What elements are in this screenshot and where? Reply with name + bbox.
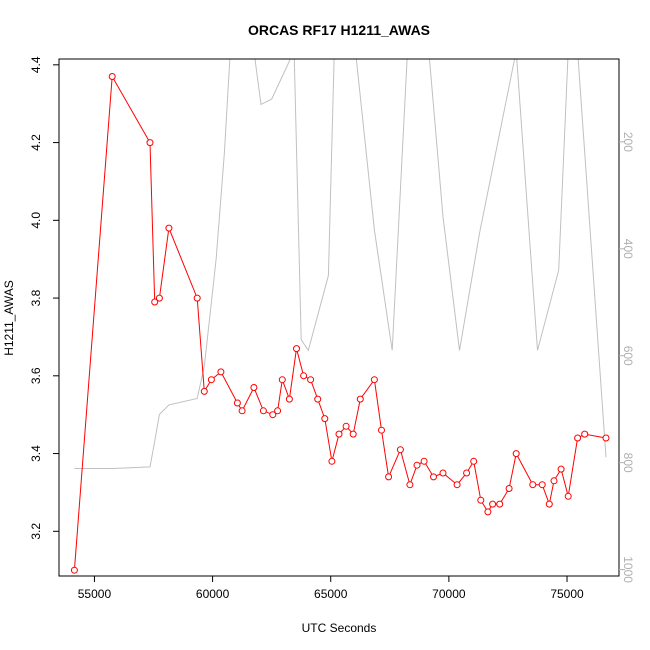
data-point xyxy=(259,407,267,415)
data-point xyxy=(512,450,520,458)
data-point xyxy=(470,457,478,465)
data-point xyxy=(155,294,163,302)
data-point xyxy=(328,457,336,465)
data-point xyxy=(217,368,225,376)
data-point xyxy=(238,407,246,415)
data-point xyxy=(250,384,258,391)
x-tick-label: 55000 xyxy=(78,587,112,601)
data-point xyxy=(505,485,513,492)
data-point xyxy=(233,399,241,407)
data-point xyxy=(349,430,357,438)
chart-title: ORCAS RF17 H1211_AWAS xyxy=(248,22,430,38)
x-axis: 55000 60000 65000 70000 75000 xyxy=(78,576,584,601)
data-point xyxy=(335,430,343,438)
data-point xyxy=(477,496,485,504)
data-point xyxy=(557,465,565,473)
data-point xyxy=(545,500,553,508)
y-tick-label: 4.2 xyxy=(29,134,43,151)
x-tick-label: 65000 xyxy=(314,587,348,601)
y-axis-label: H1211_AWAS xyxy=(2,280,16,356)
data-point xyxy=(370,376,378,384)
y-tick-label: 3.6 xyxy=(29,367,43,384)
data-point xyxy=(453,481,461,489)
data-point xyxy=(538,481,546,489)
y-tick-label: 4.0 xyxy=(29,212,43,229)
data-point xyxy=(529,481,537,489)
primary-series-layer xyxy=(70,73,610,574)
data-point xyxy=(321,415,329,423)
data-point xyxy=(274,407,282,415)
data-point xyxy=(314,395,322,403)
primary-series-line xyxy=(73,74,607,571)
x-tick-label: 75000 xyxy=(550,587,584,601)
data-point xyxy=(420,457,428,465)
x-axis-label: UTC Seconds xyxy=(302,621,377,635)
data-point xyxy=(293,345,300,353)
data-point xyxy=(300,372,308,380)
data-point xyxy=(356,395,364,403)
data-point xyxy=(269,411,277,419)
data-point xyxy=(108,73,116,80)
data-point xyxy=(396,446,404,454)
data-point xyxy=(430,473,437,481)
y-tick-label: 3.4 xyxy=(29,445,43,462)
data-point xyxy=(484,508,492,516)
data-point xyxy=(378,426,385,434)
data-point xyxy=(602,434,610,442)
data-point xyxy=(439,469,447,477)
data-point xyxy=(496,500,504,508)
data-point xyxy=(406,481,414,489)
right-tick-label: 800 xyxy=(621,453,635,473)
y-tick-label: 4.4 xyxy=(29,56,43,73)
x-tick-label: 70000 xyxy=(432,587,466,601)
data-point xyxy=(581,430,589,438)
data-point xyxy=(385,473,393,481)
data-point xyxy=(285,395,293,403)
data-point xyxy=(165,224,173,232)
y-tick-label: 3.2 xyxy=(29,523,43,540)
right-axis: 200 400 600 800 1000 xyxy=(619,132,635,583)
data-point xyxy=(207,376,215,384)
data-point xyxy=(200,387,208,395)
data-point xyxy=(307,376,315,384)
data-point xyxy=(574,434,582,442)
y-axis: 3.2 3.4 3.6 3.8 4.0 4.2 4.4 xyxy=(29,56,59,540)
data-point xyxy=(463,469,471,477)
secondary-series-line xyxy=(74,59,607,469)
right-tick-label: 200 xyxy=(621,132,635,152)
data-point xyxy=(550,477,558,485)
data-point xyxy=(146,139,154,147)
secondary-series-layer xyxy=(74,59,607,469)
data-point xyxy=(193,294,201,302)
right-tick-label: 1000 xyxy=(621,556,635,583)
data-point xyxy=(70,566,78,574)
x-tick-label: 60000 xyxy=(196,587,230,601)
data-point xyxy=(489,500,497,508)
data-point xyxy=(564,492,572,500)
y-tick-label: 3.8 xyxy=(29,289,43,306)
right-tick-label: 400 xyxy=(621,239,635,259)
plot-frame xyxy=(58,58,620,577)
right-tick-label: 600 xyxy=(621,346,635,366)
data-point xyxy=(342,422,350,430)
data-point xyxy=(413,461,421,469)
data-point xyxy=(151,298,159,306)
data-point xyxy=(278,376,286,384)
